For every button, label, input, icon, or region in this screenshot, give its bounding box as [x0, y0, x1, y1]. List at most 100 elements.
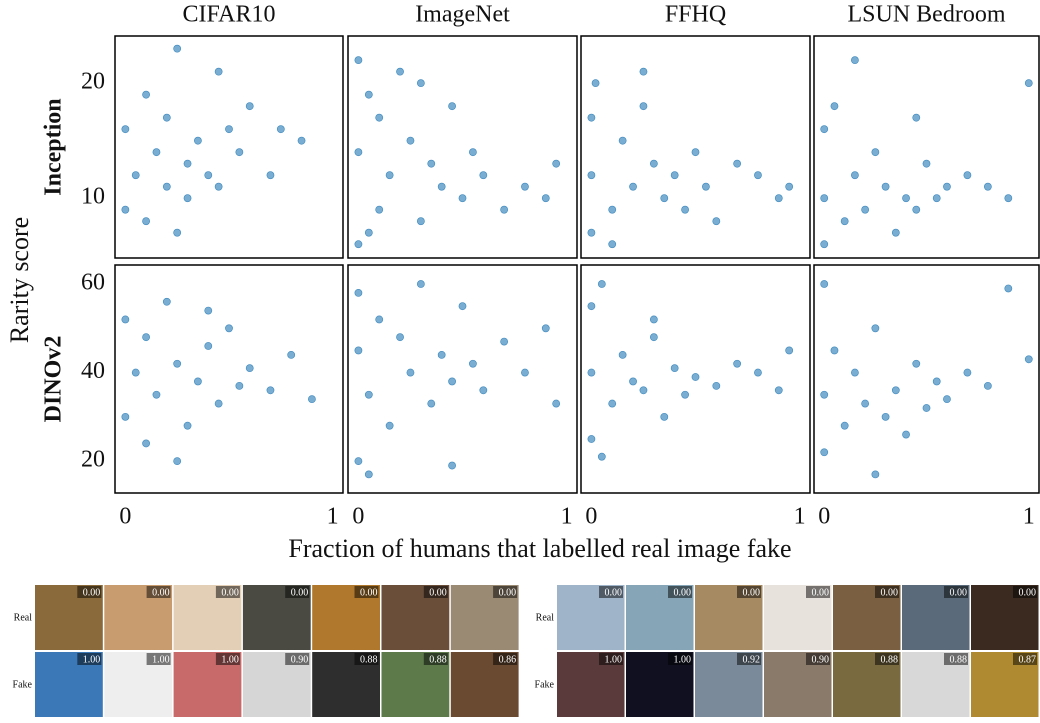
- scatter-point: [851, 57, 858, 64]
- scatter-point: [831, 347, 838, 354]
- scatter-point: [376, 316, 383, 323]
- scatter-point: [943, 396, 950, 403]
- panel-frame: [581, 36, 810, 258]
- scatter-point: [588, 229, 595, 236]
- y-axis-label: Rarity score: [5, 217, 34, 343]
- scatter-point: [553, 400, 560, 407]
- scatter-point: [984, 382, 991, 389]
- scatter-point: [428, 400, 435, 407]
- row-label: DINOv2: [41, 336, 67, 423]
- scatter-point: [205, 307, 212, 314]
- column-title: CIFAR10: [183, 2, 276, 28]
- scatter-point: [184, 195, 191, 202]
- row-label: Fake: [13, 679, 33, 690]
- scatter-point: [132, 369, 139, 376]
- scatter-point: [142, 91, 149, 98]
- scatter-point: [923, 160, 930, 167]
- scatter-point: [215, 400, 222, 407]
- scatter-point: [841, 218, 848, 225]
- scatter-point: [831, 103, 838, 110]
- scatter-point: [943, 183, 950, 190]
- x-tick-label: 0: [119, 504, 131, 530]
- score-label: 0.86: [499, 654, 517, 665]
- score-label: 1.00: [221, 654, 239, 665]
- scatter-point: [480, 172, 487, 179]
- scatter-point: [469, 149, 476, 156]
- x-tick-label: 0: [818, 504, 830, 530]
- score-label: 0.00: [291, 587, 309, 598]
- scatter-point: [448, 103, 455, 110]
- scatter-point: [598, 453, 605, 460]
- scatter-point: [671, 172, 678, 179]
- scatter-point: [588, 435, 595, 442]
- scatter-point: [702, 183, 709, 190]
- scatter-point: [619, 351, 626, 358]
- scatter-point: [355, 57, 362, 64]
- scatter-point: [913, 206, 920, 213]
- scatter-point: [521, 183, 528, 190]
- scatter-point: [542, 325, 549, 332]
- panel-frame: [348, 265, 577, 493]
- x-tick-label: 1: [794, 504, 806, 530]
- scatter-point: [553, 160, 560, 167]
- scatter-point: [882, 183, 889, 190]
- scatter-point: [650, 316, 657, 323]
- scatter-point: [821, 126, 828, 133]
- score-label: 0.00: [360, 587, 378, 598]
- x-tick-label: 1: [561, 504, 573, 530]
- scatter-point: [448, 378, 455, 385]
- scatter-point: [713, 382, 720, 389]
- scatter-point: [913, 114, 920, 121]
- scatter-point: [142, 218, 149, 225]
- scatter-point: [407, 369, 414, 376]
- scatter-point: [365, 471, 372, 478]
- scatter-point: [1025, 356, 1032, 363]
- scatter-point: [786, 183, 793, 190]
- score-label: 0.00: [152, 587, 170, 598]
- scatter-point: [775, 387, 782, 394]
- scatter-point: [640, 68, 647, 75]
- scatter-point: [588, 303, 595, 310]
- panel-frame: [814, 36, 1039, 258]
- scatter-point: [174, 360, 181, 367]
- scatter-point: [163, 183, 170, 190]
- scatter-point: [298, 137, 305, 144]
- score-label: 0.00: [605, 587, 623, 598]
- score-label: 0.00: [221, 587, 239, 598]
- scatter-point: [365, 91, 372, 98]
- scatter-point: [650, 160, 657, 167]
- scatter-point: [984, 183, 991, 190]
- x-tick-label: 0: [585, 504, 597, 530]
- scatter-point: [246, 103, 253, 110]
- scatter-point: [821, 391, 828, 398]
- score-label: 0.90: [291, 654, 309, 665]
- panel-frame: [814, 265, 1039, 493]
- scatter-point: [964, 172, 971, 179]
- scatter-point: [122, 413, 129, 420]
- scatter-point: [588, 369, 595, 376]
- scatter-point: [821, 280, 828, 287]
- scatter-point: [862, 206, 869, 213]
- scatter-point: [205, 342, 212, 349]
- scatter-point: [153, 391, 160, 398]
- scatter-point: [417, 280, 424, 287]
- scatter-point: [236, 149, 243, 156]
- scatter-point: [692, 149, 699, 156]
- scatter-point: [640, 103, 647, 110]
- scatter-point: [671, 365, 678, 372]
- scatter-point: [501, 206, 508, 213]
- score-label: 1.00: [674, 654, 692, 665]
- scatter-point: [619, 137, 626, 144]
- scatter-point: [163, 298, 170, 305]
- scatter-point: [851, 172, 858, 179]
- scatter-point: [754, 369, 761, 376]
- scatter-point: [609, 241, 616, 248]
- scatter-point: [376, 206, 383, 213]
- scatter-point: [661, 195, 668, 202]
- scatter-point: [225, 126, 232, 133]
- y-tick-label: 60: [81, 270, 105, 296]
- scatter-point: [892, 387, 899, 394]
- scatter-point: [163, 114, 170, 121]
- scatter-point: [184, 160, 191, 167]
- scatter-point: [376, 114, 383, 121]
